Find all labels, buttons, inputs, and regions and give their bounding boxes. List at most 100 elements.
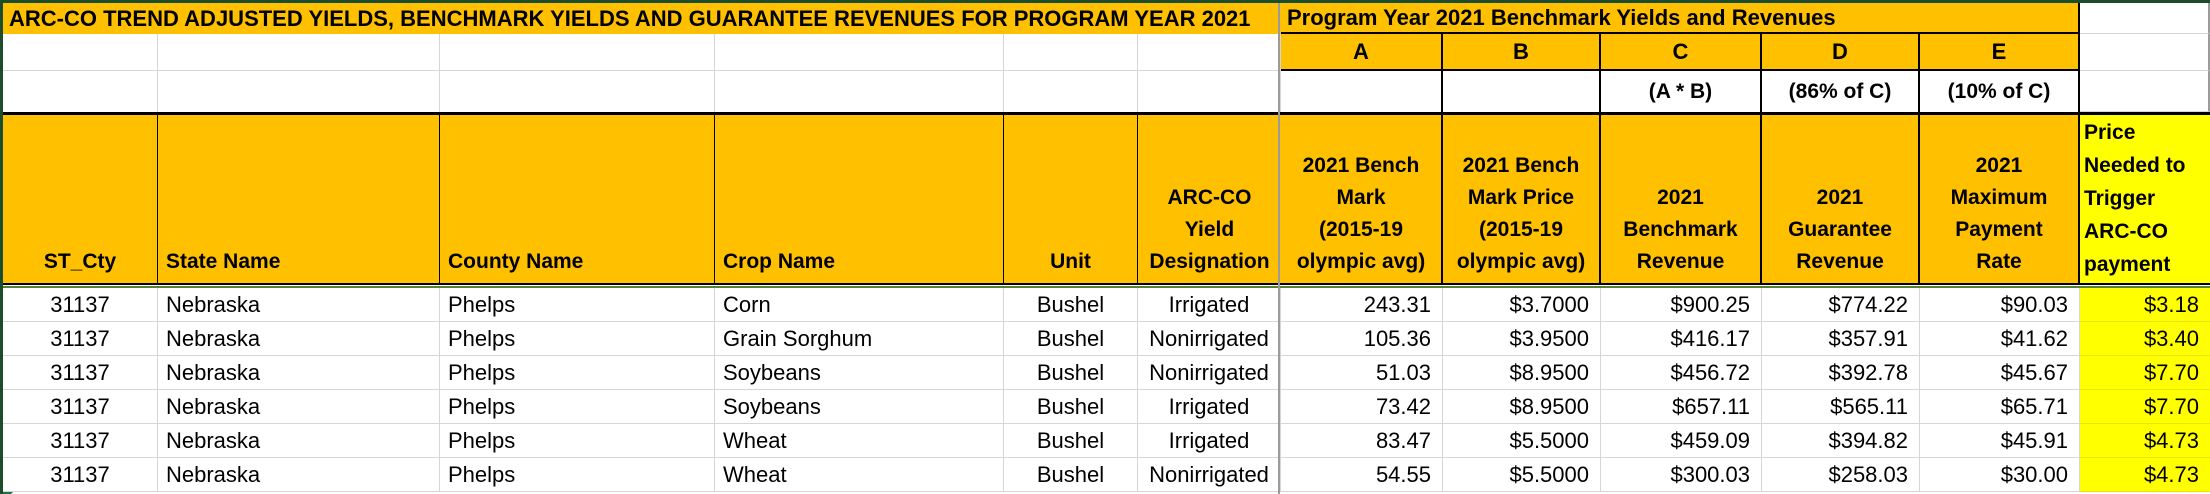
cell-st-cty[interactable]: 31137: [3, 424, 158, 458]
cell-benchmark-yield[interactable]: 51.03: [1281, 356, 1443, 390]
cell-benchmark-revenue[interactable]: $416.17: [1601, 322, 1762, 356]
cell-unit[interactable]: Bushel: [1004, 458, 1138, 492]
cell-state-name[interactable]: Nebraska: [158, 288, 440, 322]
header-guarantee-revenue[interactable]: 2021 Guarantee Revenue: [1762, 112, 1920, 285]
cell-crop-name[interactable]: Grain Sorghum: [715, 322, 1004, 356]
cell-county-name[interactable]: Phelps: [440, 424, 715, 458]
cell-unit[interactable]: Bushel: [1004, 288, 1138, 322]
cell-guarantee-revenue[interactable]: $392.78: [1762, 356, 1920, 390]
column-letter-a[interactable]: A: [1281, 34, 1443, 71]
empty-cell[interactable]: [2080, 71, 2210, 112]
cell-crop-name[interactable]: Corn: [715, 288, 1004, 322]
cell-unit[interactable]: Bushel: [1004, 424, 1138, 458]
empty-cell[interactable]: [3, 34, 158, 71]
header-unit[interactable]: Unit: [1004, 112, 1138, 285]
cell-max-payment-rate[interactable]: $65.71: [1920, 390, 2080, 424]
cell-guarantee-revenue[interactable]: $774.22: [1762, 288, 1920, 322]
cell-benchmark-price[interactable]: $8.9500: [1443, 390, 1601, 424]
cell-max-payment-rate[interactable]: $30.00: [1920, 458, 2080, 492]
header-yield-designation[interactable]: ARC-CO Yield Designation: [1138, 112, 1281, 285]
cell-benchmark-revenue[interactable]: $459.09: [1601, 424, 1762, 458]
empty-cell[interactable]: [2080, 34, 2210, 71]
cell-state-name[interactable]: Nebraska: [158, 356, 440, 390]
empty-cell[interactable]: [158, 71, 440, 112]
empty-cell[interactable]: [1138, 71, 1281, 112]
cell-guarantee-revenue[interactable]: $258.03: [1762, 458, 1920, 492]
cell-benchmark-price[interactable]: $3.7000: [1443, 288, 1601, 322]
main-title[interactable]: ARC-CO TREND ADJUSTED YIELDS, BENCHMARK …: [3, 3, 1281, 34]
column-letter-b[interactable]: B: [1443, 34, 1601, 71]
cell-unit[interactable]: Bushel: [1004, 356, 1138, 390]
cell-county-name[interactable]: Phelps: [440, 322, 715, 356]
cell-crop-name[interactable]: Soybeans: [715, 356, 1004, 390]
cell-benchmark-yield[interactable]: 243.31: [1281, 288, 1443, 322]
header-county-name[interactable]: County Name: [440, 112, 715, 285]
cell-st-cty[interactable]: 31137: [3, 322, 158, 356]
cell-crop-name[interactable]: Soybeans: [715, 390, 1004, 424]
benchmark-section-title[interactable]: Program Year 2021 Benchmark Yields and R…: [1281, 3, 2080, 34]
header-crop-name[interactable]: Crop Name: [715, 112, 1004, 285]
cell-st-cty[interactable]: 31137: [3, 356, 158, 390]
column-letter-c[interactable]: C: [1601, 34, 1762, 71]
cell-benchmark-price[interactable]: $8.9500: [1443, 356, 1601, 390]
cell-max-payment-rate[interactable]: $45.67: [1920, 356, 2080, 390]
empty-cell[interactable]: [440, 71, 715, 112]
cell-county-name[interactable]: Phelps: [440, 390, 715, 424]
cell-state-name[interactable]: Nebraska: [158, 390, 440, 424]
cell-county-name[interactable]: Phelps: [440, 458, 715, 492]
header-trigger-price[interactable]: Price Needed to Trigger ARC-CO payment: [2080, 112, 2210, 285]
cell-benchmark-yield[interactable]: 54.55: [1281, 458, 1443, 492]
cell-state-name[interactable]: Nebraska: [158, 458, 440, 492]
cell-designation[interactable]: Nonirrigated: [1138, 458, 1281, 492]
cell-unit[interactable]: Bushel: [1004, 390, 1138, 424]
corner-cell[interactable]: [2080, 3, 2210, 34]
header-benchmark-yield[interactable]: 2021 Bench Mark (2015-19 olympic avg): [1281, 112, 1443, 285]
cell-benchmark-revenue[interactable]: $456.72: [1601, 356, 1762, 390]
column-letter-d[interactable]: D: [1762, 34, 1920, 71]
header-state-name[interactable]: State Name: [158, 112, 440, 285]
empty-cell[interactable]: [715, 71, 1004, 112]
cell-guarantee-revenue[interactable]: $394.82: [1762, 424, 1920, 458]
cell-st-cty[interactable]: 31137: [3, 390, 158, 424]
column-formula-b[interactable]: [1443, 71, 1601, 112]
empty-cell[interactable]: [3, 71, 158, 112]
cell-benchmark-price[interactable]: $3.9500: [1443, 322, 1601, 356]
cell-trigger-price[interactable]: $3.40: [2080, 322, 2210, 356]
cell-county-name[interactable]: Phelps: [440, 288, 715, 322]
cell-designation[interactable]: Irrigated: [1138, 424, 1281, 458]
cell-max-payment-rate[interactable]: $90.03: [1920, 288, 2080, 322]
cell-benchmark-revenue[interactable]: $900.25: [1601, 288, 1762, 322]
header-max-payment-rate[interactable]: 2021 Maximum Payment Rate: [1920, 112, 2080, 285]
cell-designation[interactable]: Irrigated: [1138, 390, 1281, 424]
cell-guarantee-revenue[interactable]: $565.11: [1762, 390, 1920, 424]
cell-county-name[interactable]: Phelps: [440, 356, 715, 390]
empty-cell[interactable]: [715, 34, 1004, 71]
cell-trigger-price[interactable]: $7.70: [2080, 390, 2210, 424]
cell-benchmark-revenue[interactable]: $657.11: [1601, 390, 1762, 424]
cell-benchmark-yield[interactable]: 73.42: [1281, 390, 1443, 424]
cell-max-payment-rate[interactable]: $45.91: [1920, 424, 2080, 458]
cell-trigger-price[interactable]: $3.18: [2080, 288, 2210, 322]
header-st-cty[interactable]: ST_Cty: [3, 112, 158, 285]
cell-unit[interactable]: Bushel: [1004, 322, 1138, 356]
empty-cell[interactable]: [1138, 34, 1281, 71]
column-formula-e[interactable]: (10% of C): [1920, 71, 2080, 112]
column-formula-a[interactable]: [1281, 71, 1443, 112]
header-benchmark-price[interactable]: 2021 Bench Mark Price (2015-19 olympic a…: [1443, 112, 1601, 285]
empty-cell[interactable]: [158, 34, 440, 71]
cell-max-payment-rate[interactable]: $41.62: [1920, 322, 2080, 356]
cell-crop-name[interactable]: Wheat: [715, 458, 1004, 492]
cell-designation[interactable]: Nonirrigated: [1138, 356, 1281, 390]
column-formula-d[interactable]: (86% of C): [1762, 71, 1920, 112]
empty-cell[interactable]: [440, 34, 715, 71]
cell-benchmark-price[interactable]: $5.5000: [1443, 424, 1601, 458]
empty-cell[interactable]: [1004, 34, 1138, 71]
cell-st-cty[interactable]: 31137: [3, 458, 158, 492]
column-letter-e[interactable]: E: [1920, 34, 2080, 71]
cell-st-cty[interactable]: 31137: [3, 288, 158, 322]
cell-guarantee-revenue[interactable]: $357.91: [1762, 322, 1920, 356]
cell-designation[interactable]: Irrigated: [1138, 288, 1281, 322]
cell-crop-name[interactable]: Wheat: [715, 424, 1004, 458]
cell-benchmark-price[interactable]: $5.5000: [1443, 458, 1601, 492]
cell-benchmark-yield[interactable]: 83.47: [1281, 424, 1443, 458]
